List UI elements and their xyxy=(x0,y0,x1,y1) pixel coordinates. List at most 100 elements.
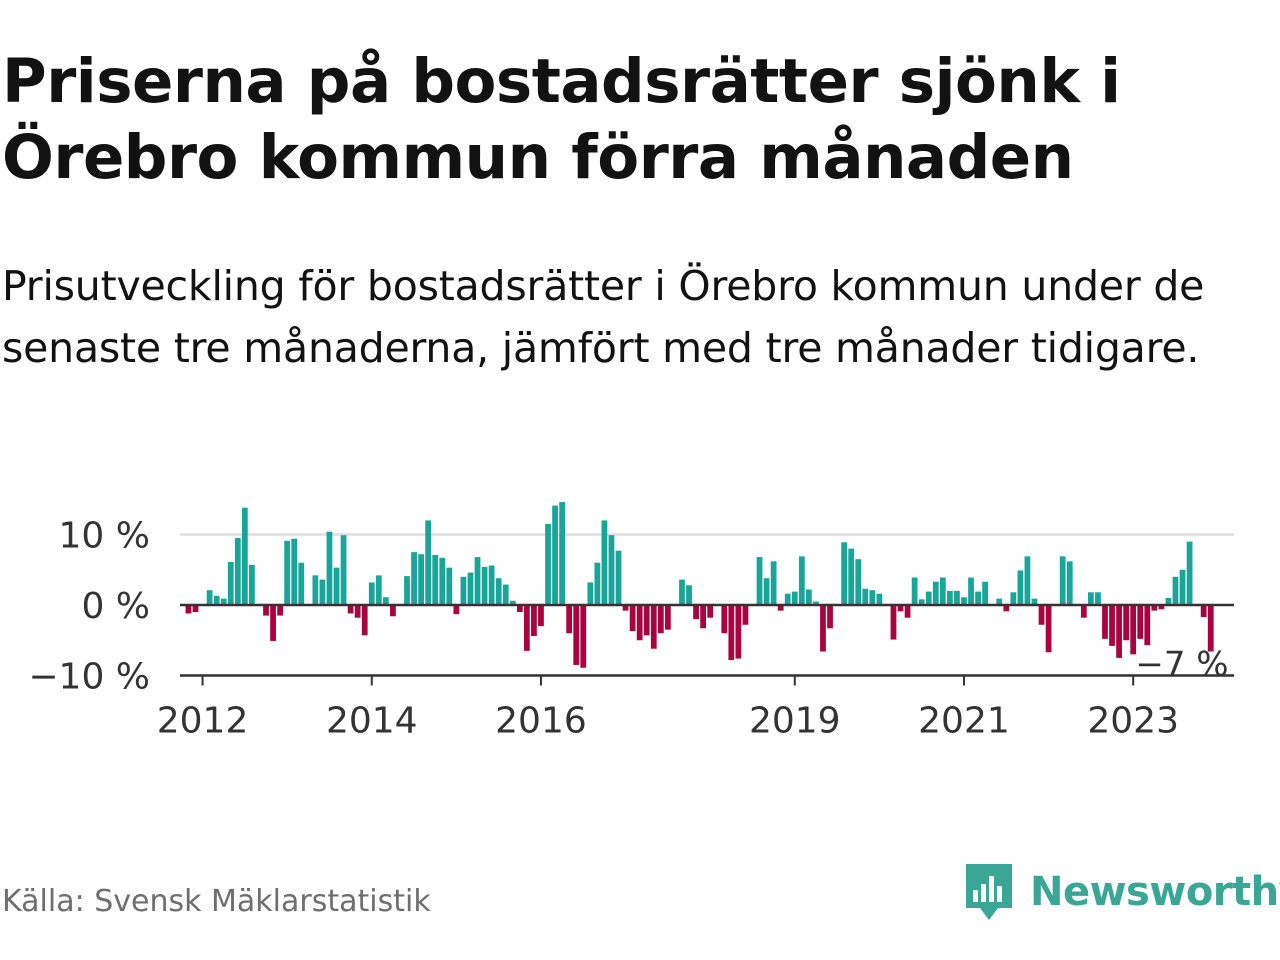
bar-negative xyxy=(573,605,580,665)
bar-positive xyxy=(968,577,974,605)
bar-positive xyxy=(756,557,763,605)
x-tick-label: 2019 xyxy=(749,701,841,742)
bar-negative xyxy=(1207,605,1214,652)
bar-positive xyxy=(813,601,819,605)
bar-negative xyxy=(277,605,283,616)
bar-negative xyxy=(1158,605,1165,610)
bar-positive xyxy=(954,590,960,605)
bar-positive xyxy=(932,581,939,605)
bar-negative xyxy=(390,605,396,617)
bar-positive xyxy=(594,562,601,605)
bar-positive xyxy=(918,599,925,605)
bar-negative xyxy=(566,605,573,634)
bar-negative xyxy=(531,605,537,637)
bar-positive xyxy=(615,550,622,605)
x-tick-label: 2014 xyxy=(326,701,418,742)
bar-negative xyxy=(1137,605,1144,639)
bar-negative xyxy=(1038,605,1045,625)
bar-negative xyxy=(742,605,749,625)
bars xyxy=(185,502,1214,668)
bar-negative xyxy=(263,605,269,616)
bar-negative xyxy=(622,605,629,611)
bar-positive xyxy=(982,581,989,605)
bar-positive xyxy=(312,575,319,605)
bar-positive xyxy=(495,578,502,605)
bar-positive xyxy=(686,585,692,605)
bar-negative xyxy=(1200,605,1207,617)
bar-positive xyxy=(876,593,883,605)
bar-negative xyxy=(820,605,826,652)
bar-positive xyxy=(1087,592,1094,605)
bar-negative xyxy=(1102,605,1108,639)
bar-negative xyxy=(777,605,784,611)
bar-positive xyxy=(869,590,876,605)
bar-positive xyxy=(559,502,566,605)
bar-positive xyxy=(206,590,213,605)
page-title: Priserna på bostadsrätter sjönk i Örebro… xyxy=(2,46,1121,193)
bar-negative xyxy=(643,605,650,636)
bar-positive xyxy=(841,542,848,605)
bar-positive xyxy=(996,598,1003,605)
bar-negative xyxy=(185,605,192,614)
bar-negative xyxy=(347,605,354,614)
bar-positive xyxy=(805,589,812,605)
bar-negative xyxy=(580,605,587,668)
bar-negative xyxy=(192,605,199,613)
bar-positive xyxy=(855,559,862,605)
bar-positive xyxy=(679,579,685,605)
bar-negative xyxy=(1130,605,1137,655)
bar-positive xyxy=(460,576,467,605)
bar-positive xyxy=(509,600,516,605)
bar-negative xyxy=(1003,605,1010,612)
bar-negative xyxy=(523,605,530,651)
bar-positive xyxy=(481,566,488,605)
bar-negative xyxy=(1109,605,1115,646)
bar-negative xyxy=(650,605,657,649)
bar-positive xyxy=(404,576,410,605)
bar-positive xyxy=(1179,569,1186,605)
bar-positive xyxy=(284,540,291,605)
bar-positive xyxy=(587,582,594,605)
bar-chart-speech-bubble-icon xyxy=(966,864,1012,920)
bar-positive xyxy=(601,520,608,605)
bar-positive xyxy=(1066,561,1073,605)
bar-positive xyxy=(961,597,967,606)
y-axis-ticks: 10 % 0 % −10 % xyxy=(28,516,150,698)
bar-positive xyxy=(1010,592,1017,605)
bar-positive xyxy=(425,520,432,605)
bar-positive xyxy=(234,538,241,605)
bar-positive xyxy=(770,561,777,605)
bar-negative xyxy=(1151,605,1158,611)
bar-positive xyxy=(227,562,234,605)
bar-positive xyxy=(502,584,509,606)
bar-negative xyxy=(827,605,833,629)
bar-positive xyxy=(946,590,953,605)
bar-positive xyxy=(340,535,347,605)
bar-positive xyxy=(1024,556,1031,605)
page-subtitle: Prisutveckling för bostadsrätter i Örebr… xyxy=(2,262,1205,372)
bar-positive xyxy=(220,598,227,605)
bar-positive xyxy=(975,591,981,605)
bar-positive xyxy=(1165,597,1172,605)
bar-positive xyxy=(1059,556,1066,605)
x-tick-label: 2023 xyxy=(1087,701,1179,742)
bar-negative xyxy=(707,605,714,618)
bar-negative xyxy=(453,605,460,615)
bar-negative xyxy=(636,605,643,641)
bar-positive xyxy=(439,557,446,605)
brand-name: Newsworthy xyxy=(1030,869,1280,915)
bar-negative xyxy=(1116,605,1122,658)
bar-negative xyxy=(728,605,735,660)
bar-negative xyxy=(693,605,699,620)
x-tick-label: 2016 xyxy=(495,701,587,742)
bar-negative xyxy=(735,605,742,659)
bar-positive xyxy=(1172,576,1179,605)
bar-positive xyxy=(1186,541,1193,605)
bar-positive xyxy=(798,556,805,605)
bar-positive xyxy=(368,582,375,605)
bar-positive xyxy=(848,548,855,605)
bar-positive xyxy=(411,552,417,606)
bar-positive xyxy=(418,554,425,605)
bar-positive xyxy=(545,523,551,605)
bar-positive xyxy=(488,565,495,605)
